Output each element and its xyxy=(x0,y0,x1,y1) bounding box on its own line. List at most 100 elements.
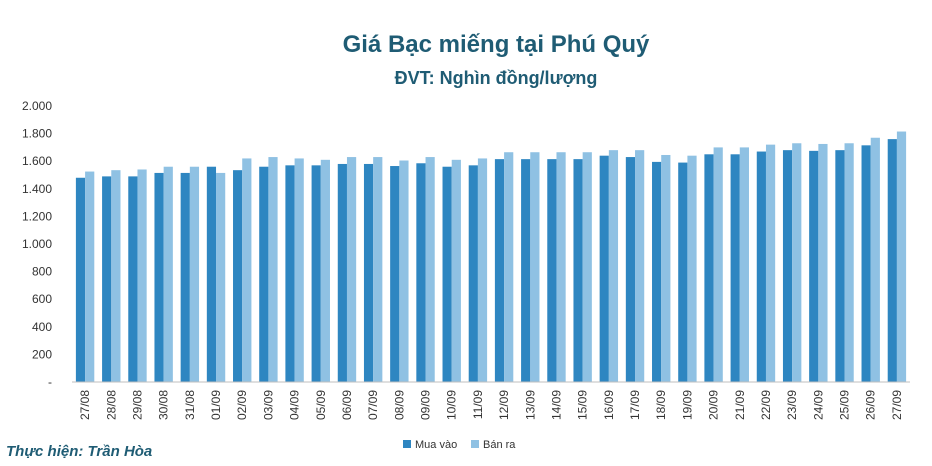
bars xyxy=(75,131,907,382)
x-tick-label: 23/09 xyxy=(785,390,799,420)
y-axis: - 200 400 600 800 1.000 1.200 1.400 1.600 1.800 2.… xyxy=(22,99,52,389)
bar-ban-ra xyxy=(530,152,540,382)
bar-mua-vao xyxy=(652,161,662,382)
bar-mua-vao xyxy=(311,165,321,382)
bar-mua-vao xyxy=(521,159,531,382)
bar-ban-ra xyxy=(320,159,330,382)
bar-ban-ra xyxy=(635,150,645,382)
legend-swatch-ban-ra xyxy=(471,440,479,448)
bar-ban-ra xyxy=(477,158,488,382)
bar-mua-vao xyxy=(416,163,426,382)
x-tick-label: 26/09 xyxy=(864,390,878,420)
bar-ban-ra xyxy=(556,152,566,382)
bar-ban-ra xyxy=(818,143,828,382)
bar-mua-vao xyxy=(442,166,452,382)
bar-mua-vao xyxy=(75,177,86,382)
x-tick-label: 09/09 xyxy=(419,390,433,420)
x-tick-label: 30/08 xyxy=(157,390,171,420)
y-tick-label: 1.000 xyxy=(22,237,52,251)
chart-subtitle: ĐVT: Nghìn đồng/lượng xyxy=(395,68,598,88)
bar-ban-ra xyxy=(792,143,802,382)
bar-mua-vao xyxy=(206,166,217,382)
x-tick-label: 12/09 xyxy=(497,390,511,420)
y-tick-label: 1.600 xyxy=(22,154,52,168)
bar-ban-ra xyxy=(661,154,671,382)
x-tick-label: 28/08 xyxy=(104,390,118,420)
x-tick-label: 14/09 xyxy=(549,390,563,420)
y-tick-label: 1.800 xyxy=(22,127,52,141)
bar-ban-ra xyxy=(870,137,880,382)
bar-mua-vao xyxy=(337,163,347,382)
x-tick-label: 16/09 xyxy=(602,390,616,420)
bar-ban-ra xyxy=(373,157,383,382)
bar-mua-vao xyxy=(494,159,505,382)
x-tick-label: 27/08 xyxy=(78,390,92,420)
bar-ban-ra xyxy=(713,147,723,382)
y-tick-label: 200 xyxy=(32,347,52,361)
x-tick-label: 15/09 xyxy=(576,390,590,420)
bar-ban-ra xyxy=(85,171,95,382)
bar-mua-vao xyxy=(599,155,609,382)
bar-mua-vao xyxy=(861,145,871,382)
bar-ban-ra xyxy=(608,150,619,382)
legend: Mua vào Bán ra xyxy=(403,439,516,451)
bar-mua-vao xyxy=(233,170,243,382)
bar-ban-ra xyxy=(451,159,461,382)
y-tick-label: 1.200 xyxy=(22,209,52,223)
bar-ban-ra xyxy=(687,155,697,382)
x-tick-label: 05/09 xyxy=(314,390,328,420)
x-tick-label: 13/09 xyxy=(523,390,537,420)
bar-mua-vao xyxy=(102,176,112,382)
x-axis: 27/08 28/08 29/08 30/08 31/08 01/09 02/09 03/09… xyxy=(78,390,904,420)
bar-mua-vao xyxy=(154,172,164,382)
bar-mua-vao xyxy=(259,166,269,382)
x-tick-label: 20/09 xyxy=(707,390,721,420)
bar-ban-ra xyxy=(111,170,121,382)
bar-mua-vao xyxy=(730,154,740,382)
y-tick-label: 800 xyxy=(32,265,52,279)
x-tick-label: 29/08 xyxy=(130,390,144,420)
x-tick-label: 02/09 xyxy=(235,390,249,420)
x-tick-label: 19/09 xyxy=(680,390,694,420)
bar-ban-ra xyxy=(739,147,749,382)
x-tick-label: 18/09 xyxy=(654,390,668,420)
bar-mua-vao xyxy=(573,159,583,382)
x-tick-label: 11/09 xyxy=(471,390,485,419)
x-tick-label: 22/09 xyxy=(759,390,773,420)
x-tick-label: 01/09 xyxy=(209,390,223,420)
x-tick-label: 17/09 xyxy=(628,390,642,420)
x-tick-label: 10/09 xyxy=(445,390,459,420)
bar-ban-ra xyxy=(504,152,514,382)
bar-mua-vao xyxy=(180,172,190,382)
x-tick-label: 25/09 xyxy=(838,390,852,420)
bar-mua-vao xyxy=(835,150,845,382)
bar-ban-ra xyxy=(268,157,278,382)
bar-ban-ra xyxy=(425,157,435,382)
bar-ban-ra xyxy=(242,158,252,382)
bar-ban-ra xyxy=(844,143,854,382)
bar-ban-ra xyxy=(582,152,592,382)
bar-mua-vao xyxy=(128,176,138,382)
bar-ban-ra xyxy=(765,144,776,382)
x-tick-label: 27/09 xyxy=(890,390,904,420)
y-tick-label: 2.000 xyxy=(22,99,52,113)
bar-ban-ra xyxy=(189,166,200,382)
bar-mua-vao xyxy=(704,154,714,382)
bar-mua-vao xyxy=(547,159,557,382)
x-tick-label: 04/09 xyxy=(288,390,302,420)
bar-mua-vao xyxy=(390,166,400,382)
bar-ban-ra xyxy=(163,166,173,382)
x-tick-label: 03/09 xyxy=(261,390,275,420)
bar-mua-vao xyxy=(887,139,897,382)
bar-mua-vao xyxy=(468,165,478,382)
credit-text: Thực hiện: Trần Hòa xyxy=(6,443,152,460)
x-tick-label: 21/09 xyxy=(733,390,747,420)
chart-title: Giá Bạc miếng tại Phú Quý xyxy=(343,31,650,58)
bar-mua-vao xyxy=(782,150,793,382)
y-tick-label: 600 xyxy=(32,292,52,306)
legend-label-ban-ra: Bán ra xyxy=(483,439,516,451)
bar-mua-vao xyxy=(625,157,636,382)
bar-ban-ra xyxy=(399,160,409,382)
x-tick-label: 08/09 xyxy=(392,390,406,420)
x-tick-label: 31/08 xyxy=(183,390,197,420)
